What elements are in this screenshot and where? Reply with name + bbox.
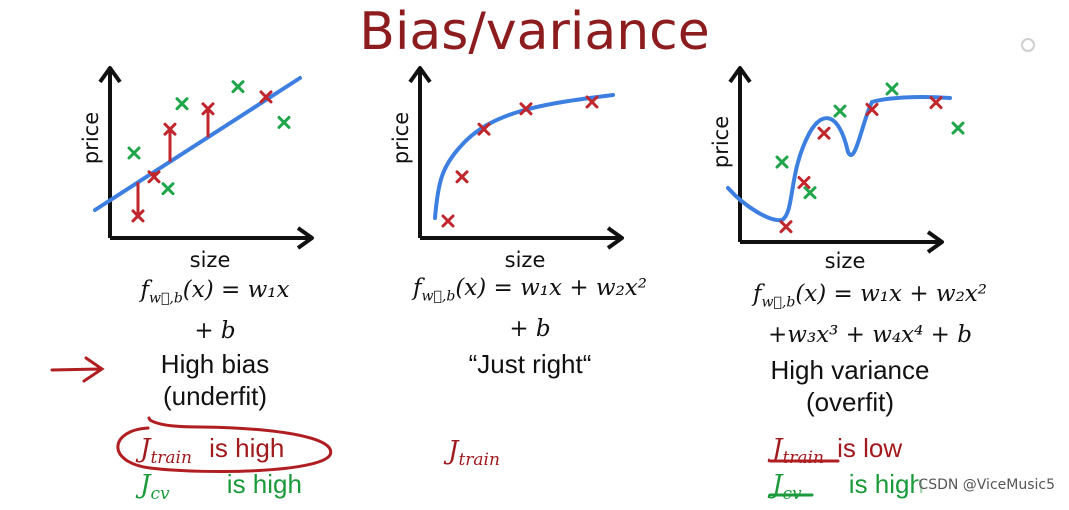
formula-f: f — [413, 275, 422, 301]
formula-subscript: w⃗,b — [421, 288, 456, 305]
y-axis-arrow-icon — [408, 66, 432, 84]
train-point — [441, 214, 455, 228]
y-axis-arrow-icon — [728, 66, 752, 84]
caption-just-right: “Just right“ — [420, 348, 640, 380]
train-point — [477, 122, 491, 136]
formula-line2: + b — [194, 317, 236, 344]
j-subscript: train — [150, 448, 192, 469]
watermark: CSDN @ViceMusic5 — [918, 477, 1055, 493]
cv-point — [775, 155, 789, 169]
x-axis-label: size — [825, 249, 866, 273]
j-symbol: J — [772, 470, 783, 500]
j-symbol: J — [140, 470, 151, 500]
train-point — [797, 176, 811, 189]
caption-line1: High bias — [160, 349, 270, 379]
train-point — [163, 122, 177, 136]
j-subscript: train — [458, 450, 500, 471]
train-point — [817, 126, 831, 140]
train-point — [147, 170, 161, 184]
formula-f: f — [140, 277, 149, 303]
train-point — [455, 170, 469, 184]
cost-cv-underfit: Jcv is high — [140, 468, 302, 510]
train-point — [865, 102, 879, 116]
plot-just-right: size price — [389, 66, 624, 272]
train-point — [201, 102, 215, 116]
axes — [408, 66, 624, 250]
cv-point — [127, 146, 141, 160]
formula-rhs: (x) = w₁x — [182, 277, 290, 303]
cost-text: is high — [226, 469, 302, 499]
j-subscript: train — [782, 448, 824, 469]
caption-line2: (overfit) — [805, 387, 895, 417]
cost-train-overfit: Jtrain is low — [772, 432, 902, 474]
formula-line2: + b — [509, 315, 551, 342]
y-axis-label: price — [709, 116, 733, 168]
j-symbol: J — [772, 434, 783, 464]
cv-point — [885, 82, 899, 96]
j-subscript: cv — [150, 484, 170, 505]
y-axis-label: price — [79, 112, 103, 164]
train-point — [259, 90, 273, 104]
copy-icon — [1021, 38, 1035, 52]
y-axis-label: price — [389, 112, 413, 164]
fit-curve — [433, 93, 615, 220]
caption-overfit: High variance (overfit) — [740, 354, 960, 418]
caption-line1: High variance — [770, 355, 930, 385]
cv-point — [833, 104, 847, 118]
formula-rhs: (x) = w₁x + w₂x² — [795, 281, 987, 307]
slide-title: Bias/variance — [359, 2, 710, 62]
formula-subscript: w⃗,b — [149, 290, 183, 307]
cost-text: is high — [848, 469, 924, 499]
x-axis-arrow-icon — [926, 230, 944, 254]
axes — [98, 66, 314, 250]
train-point — [519, 102, 533, 116]
plot-overfit: size price — [709, 66, 965, 273]
cost-text: is high — [209, 433, 285, 463]
x-axis-arrow-icon — [606, 226, 624, 250]
j-subscript: cv — [782, 484, 802, 505]
j-symbol: J — [140, 434, 151, 464]
train-point — [585, 95, 599, 109]
hand-drawn-arrow-icon — [50, 356, 105, 383]
train-point — [929, 96, 943, 110]
plot-underfit: size price — [79, 66, 314, 272]
caption-line2: (underfit) — [162, 381, 268, 411]
x-axis-label: size — [505, 248, 546, 272]
cv-point — [161, 182, 175, 196]
train-point — [131, 209, 145, 223]
formula-overfit: fw⃗,b(x) = w₁x + w₂x² +w₃x³ + w₄x⁴ + b — [725, 278, 1015, 351]
formula-subscript: w⃗,b — [761, 294, 796, 311]
y-axis-arrow-icon — [98, 66, 122, 84]
cv-point — [277, 115, 291, 129]
j-symbol: J — [448, 436, 459, 466]
fit-curve — [93, 76, 302, 212]
cv-point — [951, 121, 965, 135]
train-point — [779, 220, 793, 234]
x-axis-arrow-icon — [296, 226, 314, 250]
formula-rhs: (x) = w₁x + w₂x² — [455, 275, 647, 301]
formula-underfit: fw⃗,b(x) = w₁x + b — [95, 274, 335, 347]
formula-f: f — [753, 281, 762, 307]
axes — [728, 66, 944, 254]
caption-line1: “Just right“ — [468, 349, 592, 379]
cost-cv-overfit: Jcv is high — [772, 468, 924, 510]
x-axis-label: size — [190, 248, 231, 272]
formula-line2: +w₃x³ + w₄x⁴ + b — [768, 321, 972, 348]
caption-underfit: High bias (underfit) — [110, 348, 320, 412]
cv-point — [231, 80, 245, 94]
formula-just-right: fw⃗,b(x) = w₁x + w₂x² + b — [390, 272, 670, 345]
cv-point — [175, 97, 189, 111]
cv-point — [803, 186, 817, 200]
fit-curve — [726, 95, 952, 223]
cost-text: is low — [837, 433, 903, 463]
cost-train-just-right: Jtrain — [448, 434, 500, 476]
